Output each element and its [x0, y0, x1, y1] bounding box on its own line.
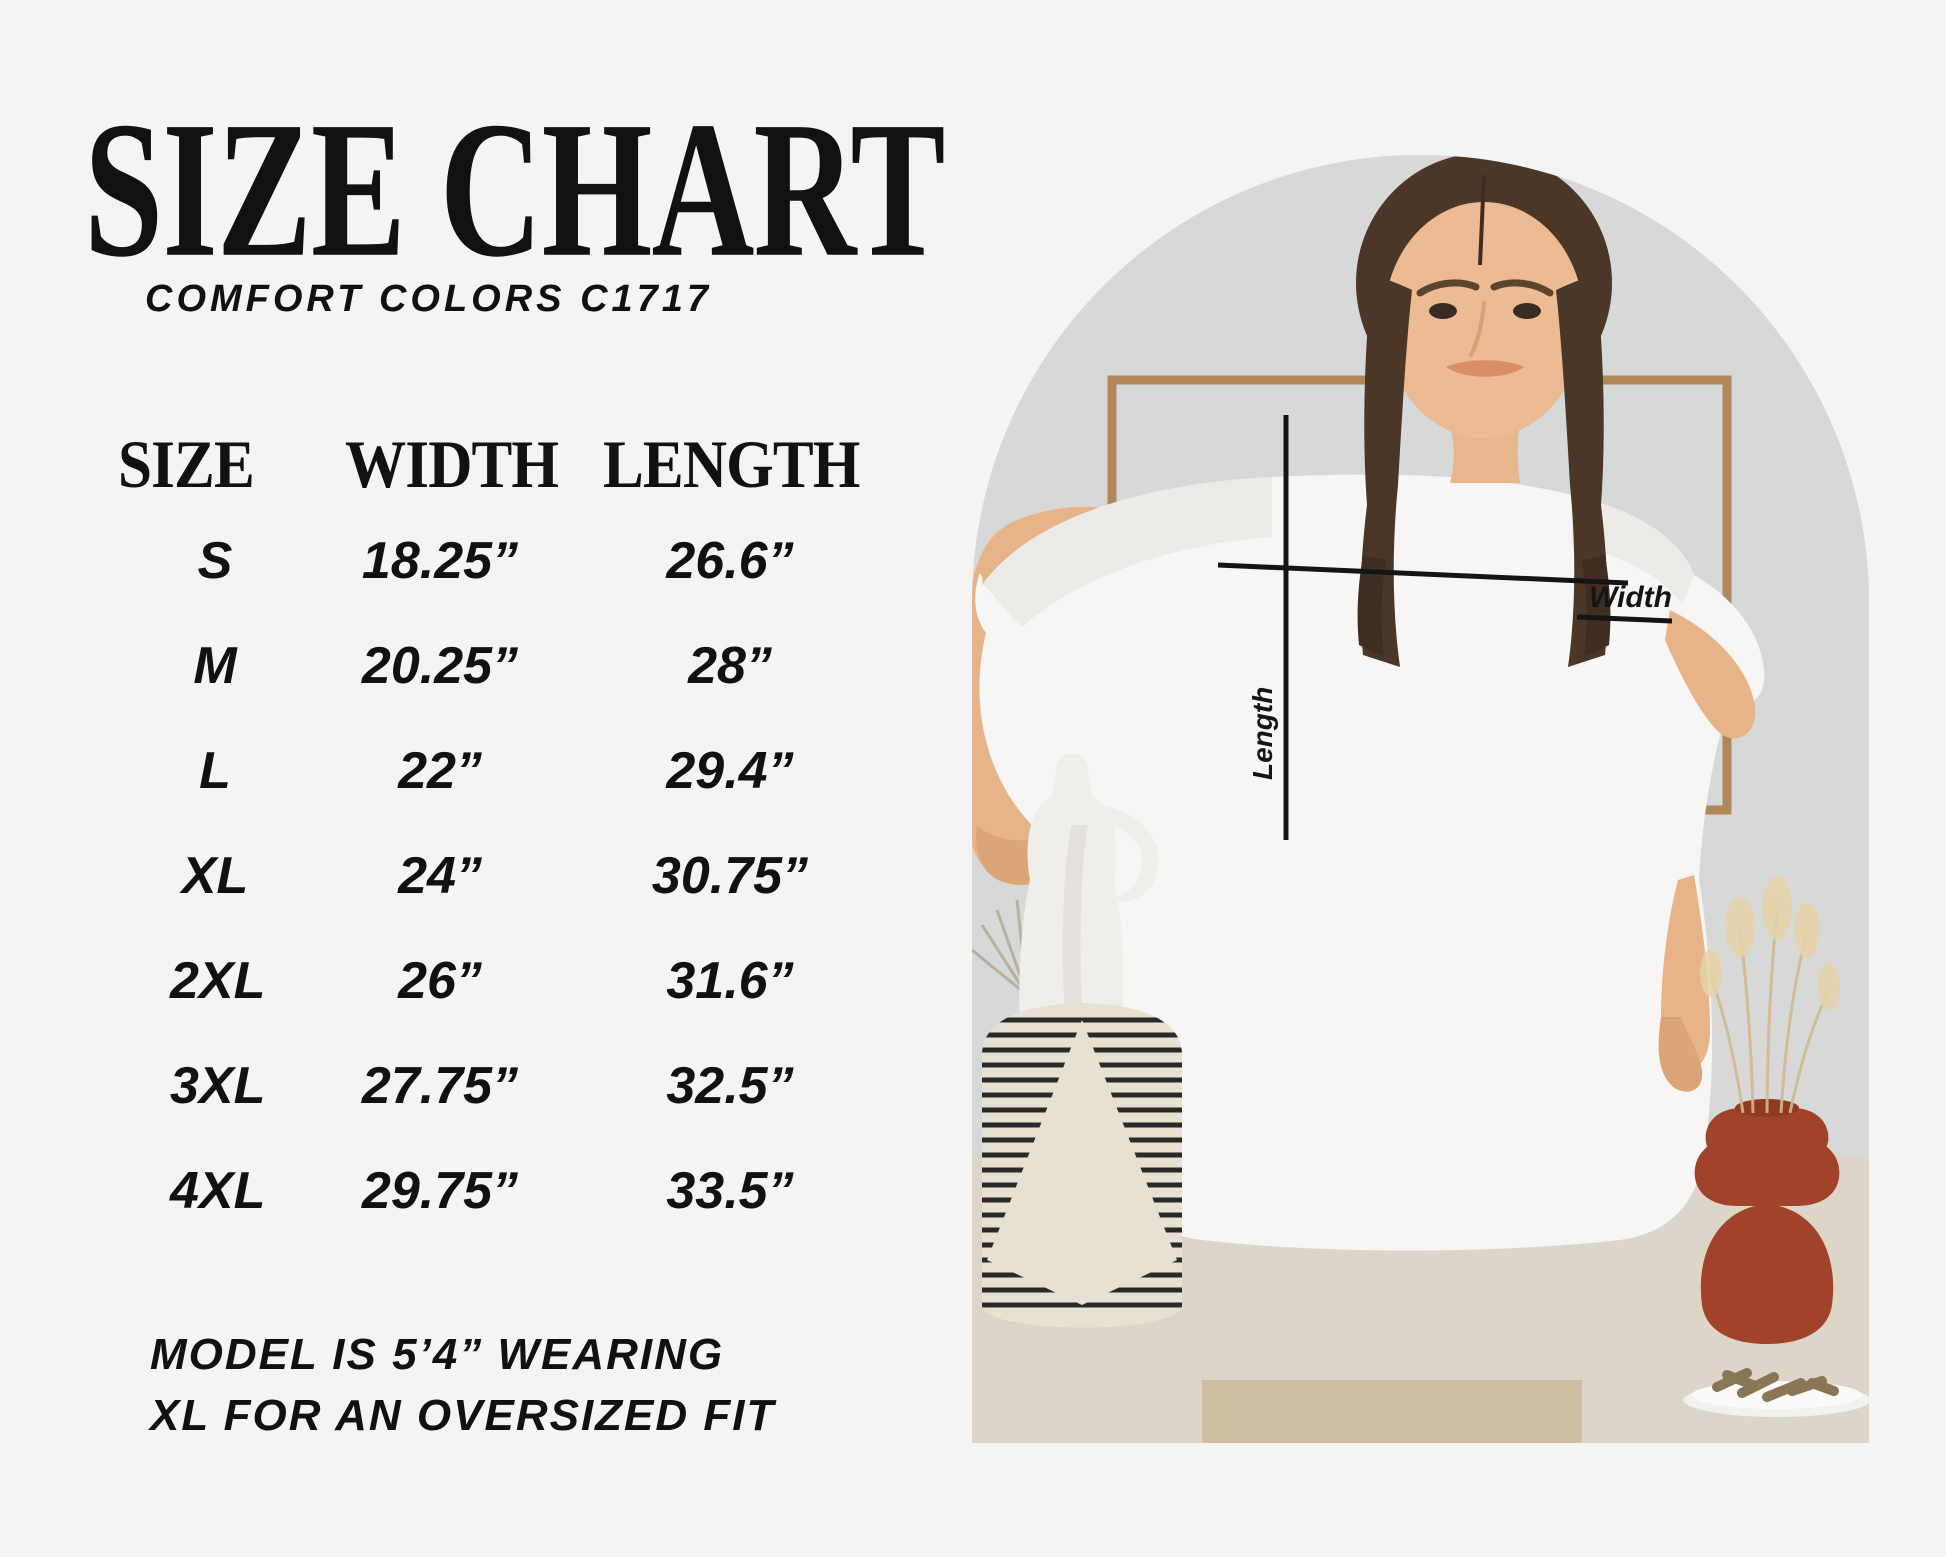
svg-text:Length: Length [1247, 687, 1278, 780]
svg-text:Width: Width [1589, 581, 1672, 614]
